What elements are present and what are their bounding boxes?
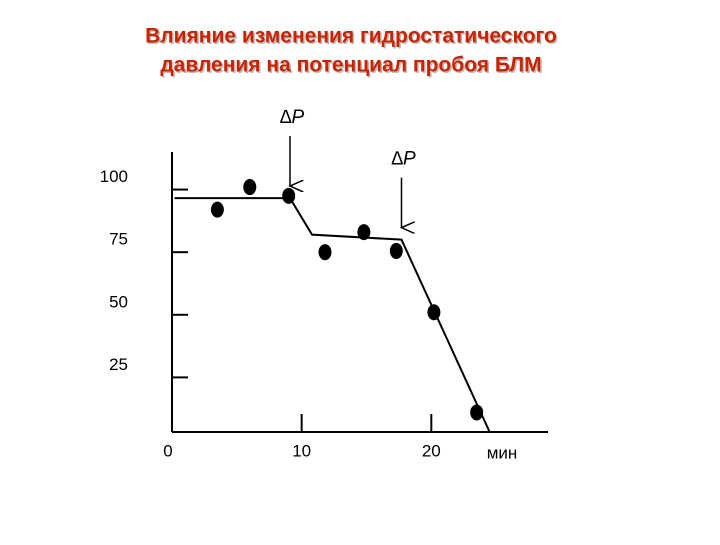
y-tick-label: 50 (109, 292, 128, 311)
line (174, 197, 491, 433)
point (389, 242, 403, 259)
annotation: ∆P (280, 107, 305, 128)
x-axis-label: мин (487, 443, 518, 462)
x-tick-label: 0 (163, 441, 172, 460)
point (427, 304, 441, 321)
point (357, 224, 371, 241)
point (318, 244, 332, 261)
annotation: ∆P (391, 149, 416, 170)
y-tick-label: 25 (109, 355, 128, 374)
point (470, 404, 484, 421)
chart-title: давления на потенциал пробоя БЛМ (160, 54, 541, 77)
title-shadow: давления на потенциал пробоя БЛМ (162, 55, 543, 78)
chart-title: Влияние изменения гидростатического (145, 25, 557, 48)
point (243, 179, 257, 196)
x-tick-label: 20 (422, 441, 441, 460)
x-tick-label: 10 (292, 441, 311, 460)
point (282, 187, 296, 204)
point (210, 201, 224, 218)
title-shadow: Влияние изменения гидростатического (147, 26, 559, 49)
y-tick-label: 75 (109, 230, 128, 249)
y-tick-label: 100 (100, 167, 128, 186)
